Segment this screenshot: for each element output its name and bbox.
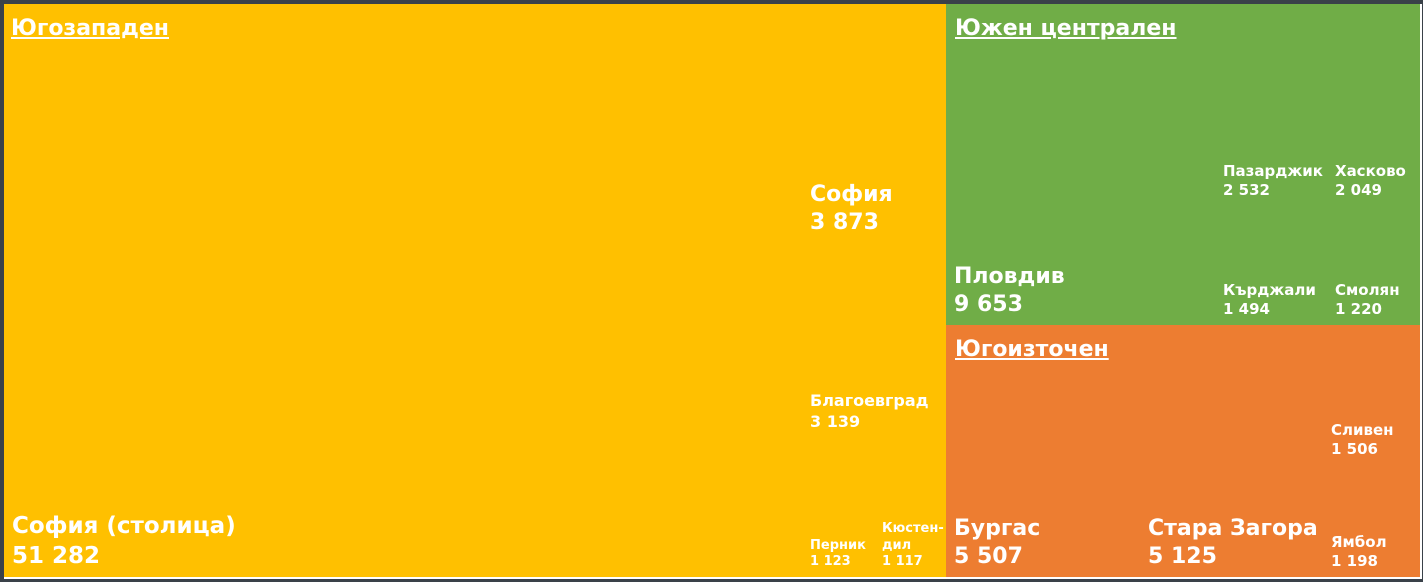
cell-value: 2 049	[1335, 180, 1382, 199]
cell-value: 1 123	[810, 554, 851, 570]
treemap-cell-стара-загора: Стара Загора 5 125	[1140, 325, 1325, 579]
treemap-cell-label: Стара Загора 5 125	[1148, 515, 1318, 571]
treemap-cell-смолян: Смолян 1 220	[1327, 206, 1422, 327]
treemap-cell-благоевград: Благоевград 3 139	[802, 243, 948, 440]
cell-name: Перник	[810, 537, 866, 553]
treemap-cell-софия: София 3 873	[802, 4, 948, 245]
cell-name: София	[810, 181, 893, 207]
cell-value: 1 117	[882, 554, 923, 570]
treemap-cell-label: Благоевград 3 139	[810, 391, 929, 432]
cell-name: Кюстен­дил	[882, 521, 944, 553]
cell-value: 1 198	[1331, 551, 1378, 570]
treemap-cell-софия-столица: София (столица) 51 282	[4, 4, 804, 579]
cell-value: 5 507	[954, 543, 1023, 569]
treemap-cell-label: Перник 1 123	[810, 538, 872, 571]
cell-value: 1 494	[1223, 299, 1270, 318]
cell-value: 3 873	[810, 209, 879, 235]
treemap-cell-label: Хасково 2 049	[1335, 162, 1406, 200]
cell-name: Пазарджик	[1223, 161, 1323, 180]
cell-name: Пловдив	[954, 263, 1065, 289]
treemap-cell-label: София 3 873	[810, 181, 893, 237]
cell-name: Кърджали	[1223, 280, 1316, 299]
treemap-cell-бургас: Бургас 5 507	[946, 325, 1142, 579]
cell-value: 1 220	[1335, 299, 1382, 318]
cell-value: 3 139	[810, 411, 861, 431]
cell-value: 51 282	[12, 542, 101, 569]
cell-name: Сливен	[1331, 420, 1394, 439]
treemap-cell-label: Пловдив 9 653	[954, 263, 1065, 319]
treemap-cell-кърджали: Кърджали 1 494	[1215, 206, 1329, 327]
treemap-cell-пловдив: Пловдив 9 653	[946, 4, 1217, 327]
cell-name: Стара Загора	[1148, 515, 1318, 541]
treemap-cell-пазарджик: Пазарджик 2 532	[1215, 4, 1329, 208]
treemap-cell-перник: Перник 1 123	[802, 438, 876, 579]
treemap-cell-сливен: Сливен 1 506	[1323, 325, 1422, 467]
cell-name: София (столица)	[12, 513, 236, 540]
treemap-cell-ямбол: Ямбол 1 198	[1323, 465, 1422, 579]
cell-value: 1 506	[1331, 439, 1378, 458]
cell-value: 5 125	[1148, 543, 1217, 569]
treemap-cell-label: Бургас 5 507	[954, 515, 1040, 571]
treemap-cell-label: Кърджали 1 494	[1223, 281, 1316, 319]
treemap-cell-label: София (столица) 51 282	[12, 512, 236, 571]
cell-name: Хасково	[1335, 161, 1406, 180]
region-title-0: Югозападен	[11, 16, 169, 41]
treemap-cell-label: Ямбол 1 198	[1331, 533, 1387, 571]
treemap-cell-хасково: Хасково 2 049	[1327, 4, 1422, 208]
cell-name: Смолян	[1335, 280, 1400, 299]
cell-value: 2 532	[1223, 180, 1270, 199]
region-title-1: Южен централен	[955, 16, 1177, 41]
cell-name: Бургас	[954, 515, 1041, 541]
treemap-cell-кюстендил: Кюстен­дил 1 117	[874, 438, 948, 579]
treemap-cell-label: Кюстен­дил 1 117	[882, 521, 944, 571]
cell-name: Благоевград	[810, 391, 929, 411]
cell-name: Ямбол	[1331, 532, 1387, 551]
treemap-cell-label: Смолян 1 220	[1335, 281, 1400, 319]
cell-value: 9 653	[954, 291, 1023, 317]
treemap-cell-label: Пазарджик 2 532	[1223, 162, 1323, 200]
treemap-cell-label: Сливен 1 506	[1331, 421, 1394, 459]
region-title-2: Югоизточен	[955, 337, 1109, 362]
